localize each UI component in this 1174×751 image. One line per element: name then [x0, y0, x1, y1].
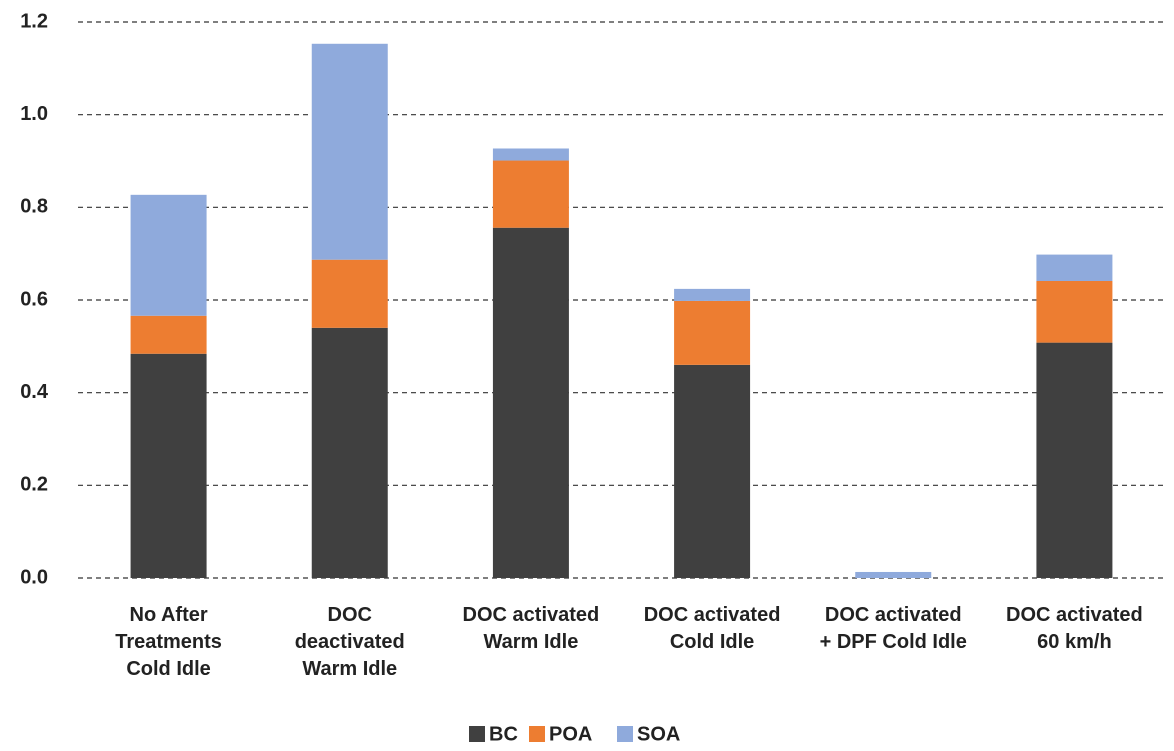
- y-tick-label: 0.0: [20, 566, 48, 588]
- bar-segment: [674, 288, 751, 301]
- bar-segment: [492, 160, 569, 228]
- bar-segment: [674, 300, 751, 365]
- x-tick-label: DOC activated Warm Idle: [463, 604, 600, 653]
- bar-segment: [311, 43, 388, 260]
- x-tick-label: DOC activated Cold Idle: [644, 604, 781, 653]
- bar-segment: [674, 364, 751, 578]
- y-tick-label: 1.2: [20, 10, 48, 32]
- legend-label: BC: [489, 723, 518, 745]
- bar-segment: [1036, 342, 1113, 578]
- y-tick-label: 0.4: [20, 381, 49, 403]
- x-tick-label: DOC deactivated Warm Idle: [295, 604, 405, 680]
- bar-segment: [130, 194, 207, 316]
- legend-swatch: [529, 726, 545, 742]
- x-tick-label: DOC activated 60 km/h: [1006, 604, 1143, 653]
- bar-segment: [311, 327, 388, 578]
- bar-segment: [492, 148, 569, 161]
- bar-segment: [855, 571, 932, 578]
- bar-segment: [130, 353, 207, 578]
- y-tick-label: 0.2: [20, 474, 48, 496]
- legend-label: SOA: [637, 723, 680, 745]
- bar-segment: [130, 315, 207, 354]
- y-tick-label: 1.0: [20, 103, 48, 125]
- legend-swatch: [469, 726, 485, 742]
- bar-segment: [311, 259, 388, 328]
- legend-label: POA: [549, 723, 592, 745]
- y-tick-label: 0.8: [20, 196, 48, 218]
- bar-segment: [1036, 281, 1113, 343]
- bar-segment: [492, 227, 569, 578]
- x-tick-label: DOC activated + DPF Cold Idle: [820, 604, 967, 653]
- y-tick-label: 0.6: [20, 288, 48, 310]
- legend-swatch: [617, 726, 633, 742]
- x-tick-label: No After Treatments Cold Idle: [115, 604, 222, 680]
- bar-segment: [1036, 254, 1113, 282]
